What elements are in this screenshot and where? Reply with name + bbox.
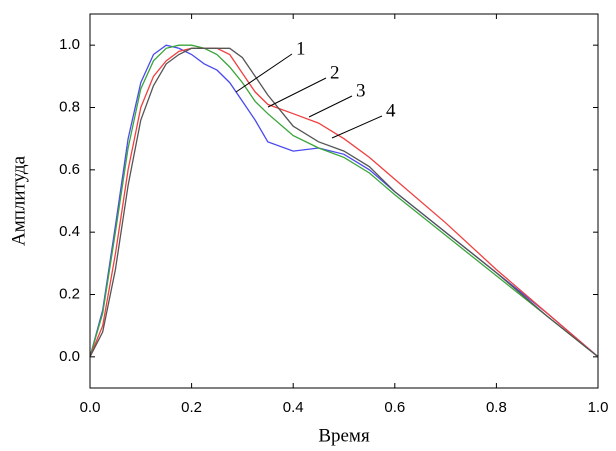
x-tick-label: 1.0 — [588, 399, 609, 416]
x-tick-label: 0.6 — [384, 399, 405, 416]
x-tick-label: 0.8 — [486, 399, 507, 416]
annotation-leader — [267, 77, 327, 108]
x-tick-label: 0.4 — [283, 399, 304, 416]
y-tick-label: 0.6 — [59, 161, 80, 178]
x-tick-label: 0.0 — [80, 399, 101, 416]
x-tick-label: 0.2 — [181, 399, 202, 416]
series-line — [89, 47, 599, 358]
x-axis-label: Время — [318, 425, 370, 446]
y-tick-label: 0.4 — [59, 223, 80, 240]
annotation-leader — [331, 115, 383, 139]
annotation-leader — [235, 53, 293, 93]
series-line — [89, 44, 599, 358]
y-tick-label: 0.0 — [59, 348, 80, 365]
y-tick-label: 0.8 — [59, 98, 80, 115]
series-annotation: 3 — [356, 80, 366, 101]
y-tick-label: 1.0 — [59, 36, 80, 53]
y-tick-label: 0.2 — [59, 285, 80, 302]
series-annotation: 4 — [386, 100, 396, 121]
y-axis-label: Амплитуда — [8, 155, 29, 246]
annotation-leader — [308, 95, 353, 118]
series-annotation: 2 — [330, 62, 340, 83]
series-annotation: 1 — [296, 38, 306, 59]
series-line — [89, 47, 599, 358]
plot-frame — [89, 13, 599, 389]
series-line — [89, 44, 599, 358]
